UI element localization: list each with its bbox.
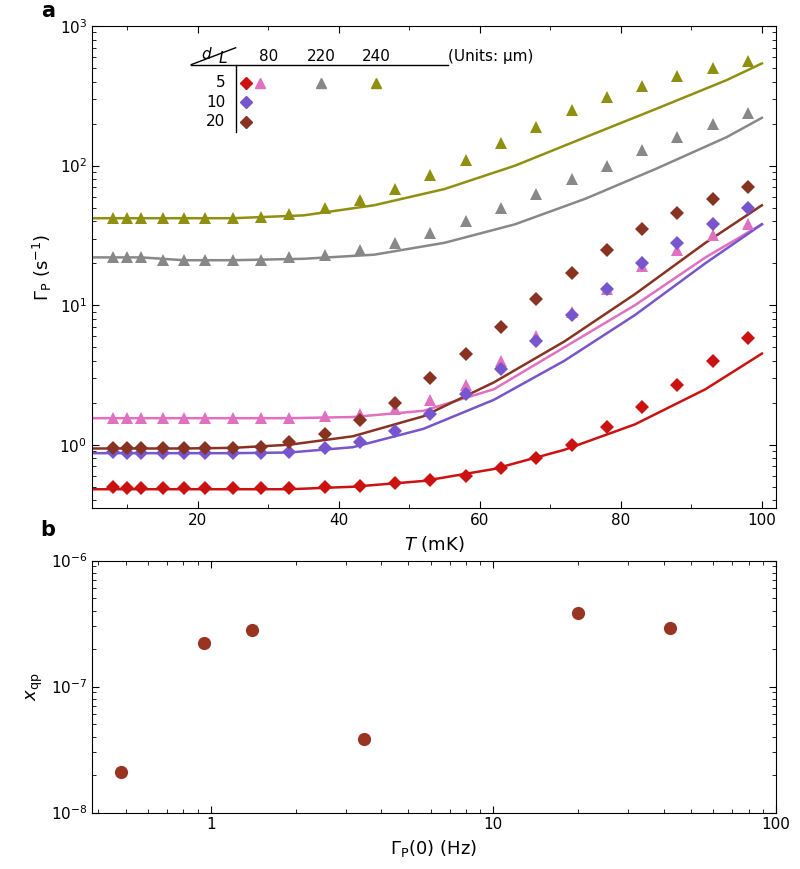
Text: b: b bbox=[41, 521, 56, 541]
Text: a: a bbox=[41, 1, 54, 21]
Point bbox=[246, 623, 258, 637]
Text: 240: 240 bbox=[362, 49, 390, 63]
Text: 10: 10 bbox=[206, 95, 226, 109]
Text: $d$: $d$ bbox=[202, 46, 213, 63]
Point bbox=[114, 765, 127, 779]
Text: 20: 20 bbox=[206, 114, 226, 129]
X-axis label: $T$ (mK): $T$ (mK) bbox=[404, 534, 464, 554]
Y-axis label: $\Gamma_{\rm P}\ (\rm s^{-1})$: $\Gamma_{\rm P}\ (\rm s^{-1})$ bbox=[30, 234, 54, 301]
Text: 220: 220 bbox=[306, 49, 335, 63]
Text: 80: 80 bbox=[259, 49, 278, 63]
Point bbox=[358, 733, 371, 746]
Point bbox=[572, 607, 585, 620]
X-axis label: $\Gamma_{\rm P}(0)\ (\rm Hz)$: $\Gamma_{\rm P}(0)\ (\rm Hz)$ bbox=[390, 838, 478, 859]
Text: (Units: μm): (Units: μm) bbox=[448, 49, 533, 63]
Y-axis label: $x_{\rm qp}$: $x_{\rm qp}$ bbox=[25, 673, 45, 700]
Text: 5: 5 bbox=[216, 76, 226, 90]
Point bbox=[663, 621, 676, 635]
Point bbox=[198, 636, 211, 650]
Text: $L$: $L$ bbox=[218, 50, 227, 66]
